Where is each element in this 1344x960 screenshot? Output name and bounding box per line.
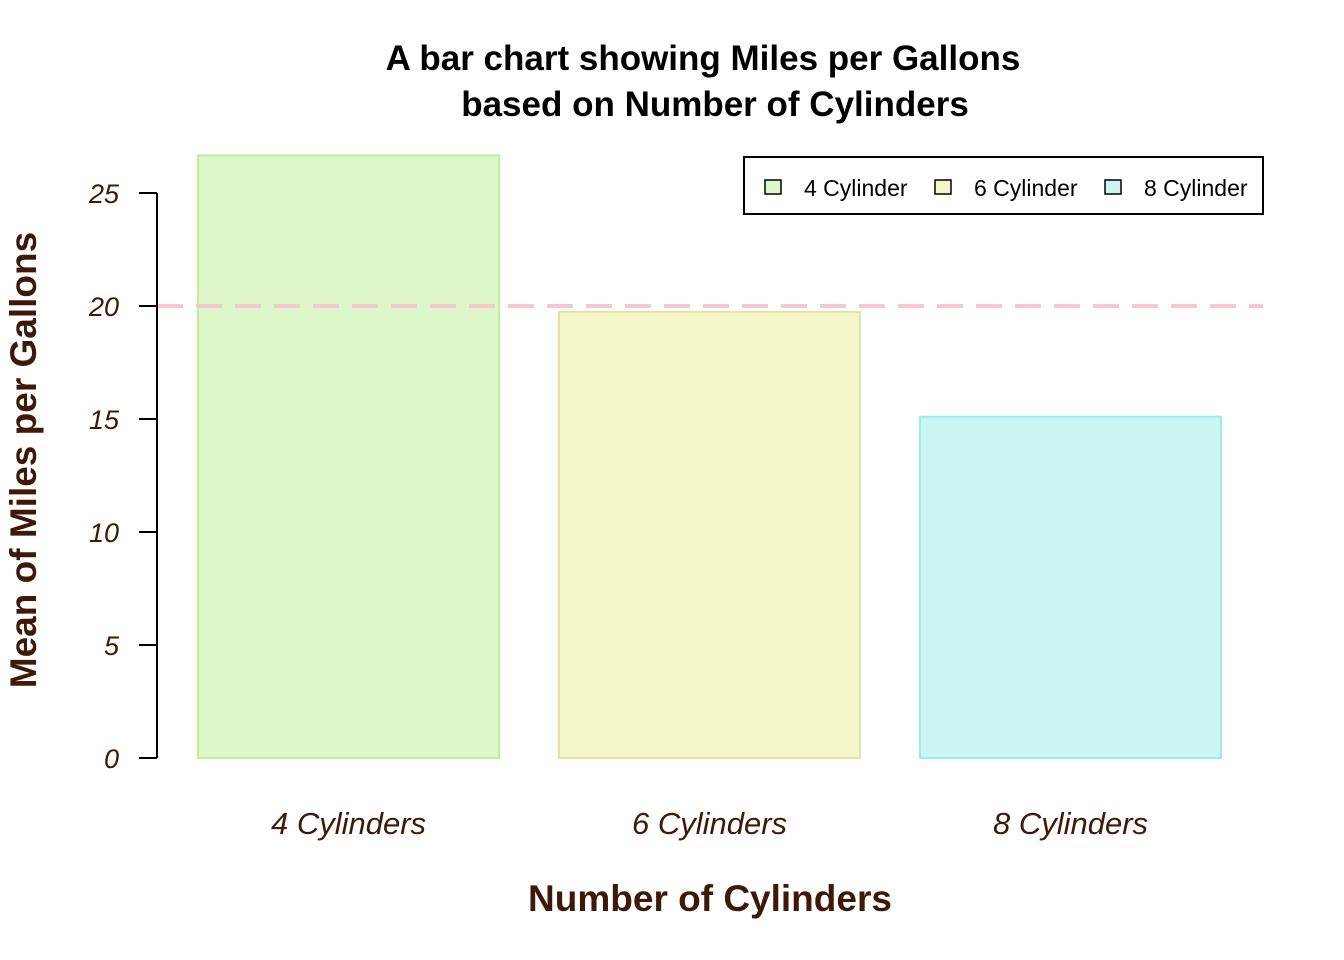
y-tick-label: 20 (88, 292, 119, 322)
y-tick-label: 15 (89, 405, 120, 435)
x-axis-labels: 4 Cylinders 6 Cylinders 8 Cylinders (271, 806, 1148, 841)
x-category-label: 8 Cylinders (993, 806, 1148, 841)
y-tick-label: 0 (104, 744, 119, 774)
x-category-label: 6 Cylinders (632, 806, 787, 841)
legend-label: 4 Cylinder (804, 175, 908, 201)
y-tick-label: 10 (89, 518, 119, 548)
x-axis-title: Number of Cylinders (528, 878, 892, 919)
chart-title-line-1: A bar chart showing Miles per Gallons (386, 39, 1021, 78)
legend-label: 8 Cylinder (1144, 175, 1248, 201)
y-tick-label: 5 (104, 631, 120, 661)
legend-swatch (1104, 179, 1122, 195)
legend-swatch (764, 179, 782, 195)
legend-frame (743, 156, 1264, 215)
chart-title: A bar chart showing Miles per Gallons ba… (386, 39, 1021, 124)
bar-2 (558, 310, 861, 759)
legend: 4 Cylinder 6 Cylinder 8 Cylinder (743, 156, 1264, 215)
legend-swatch (934, 179, 952, 195)
y-axis-title: Mean of Miles per Gallons (3, 232, 44, 688)
chart-title-line-2: based on Number of Cylinders (461, 85, 969, 124)
y-axis: 0 5 10 15 20 25 (88, 179, 158, 774)
bars (197, 154, 1222, 759)
bar-3 (919, 415, 1222, 759)
x-category-label: 4 Cylinders (271, 806, 426, 841)
bar-1 (197, 154, 500, 759)
legend-label: 6 Cylinder (974, 175, 1078, 201)
y-tick-label: 25 (88, 179, 120, 209)
